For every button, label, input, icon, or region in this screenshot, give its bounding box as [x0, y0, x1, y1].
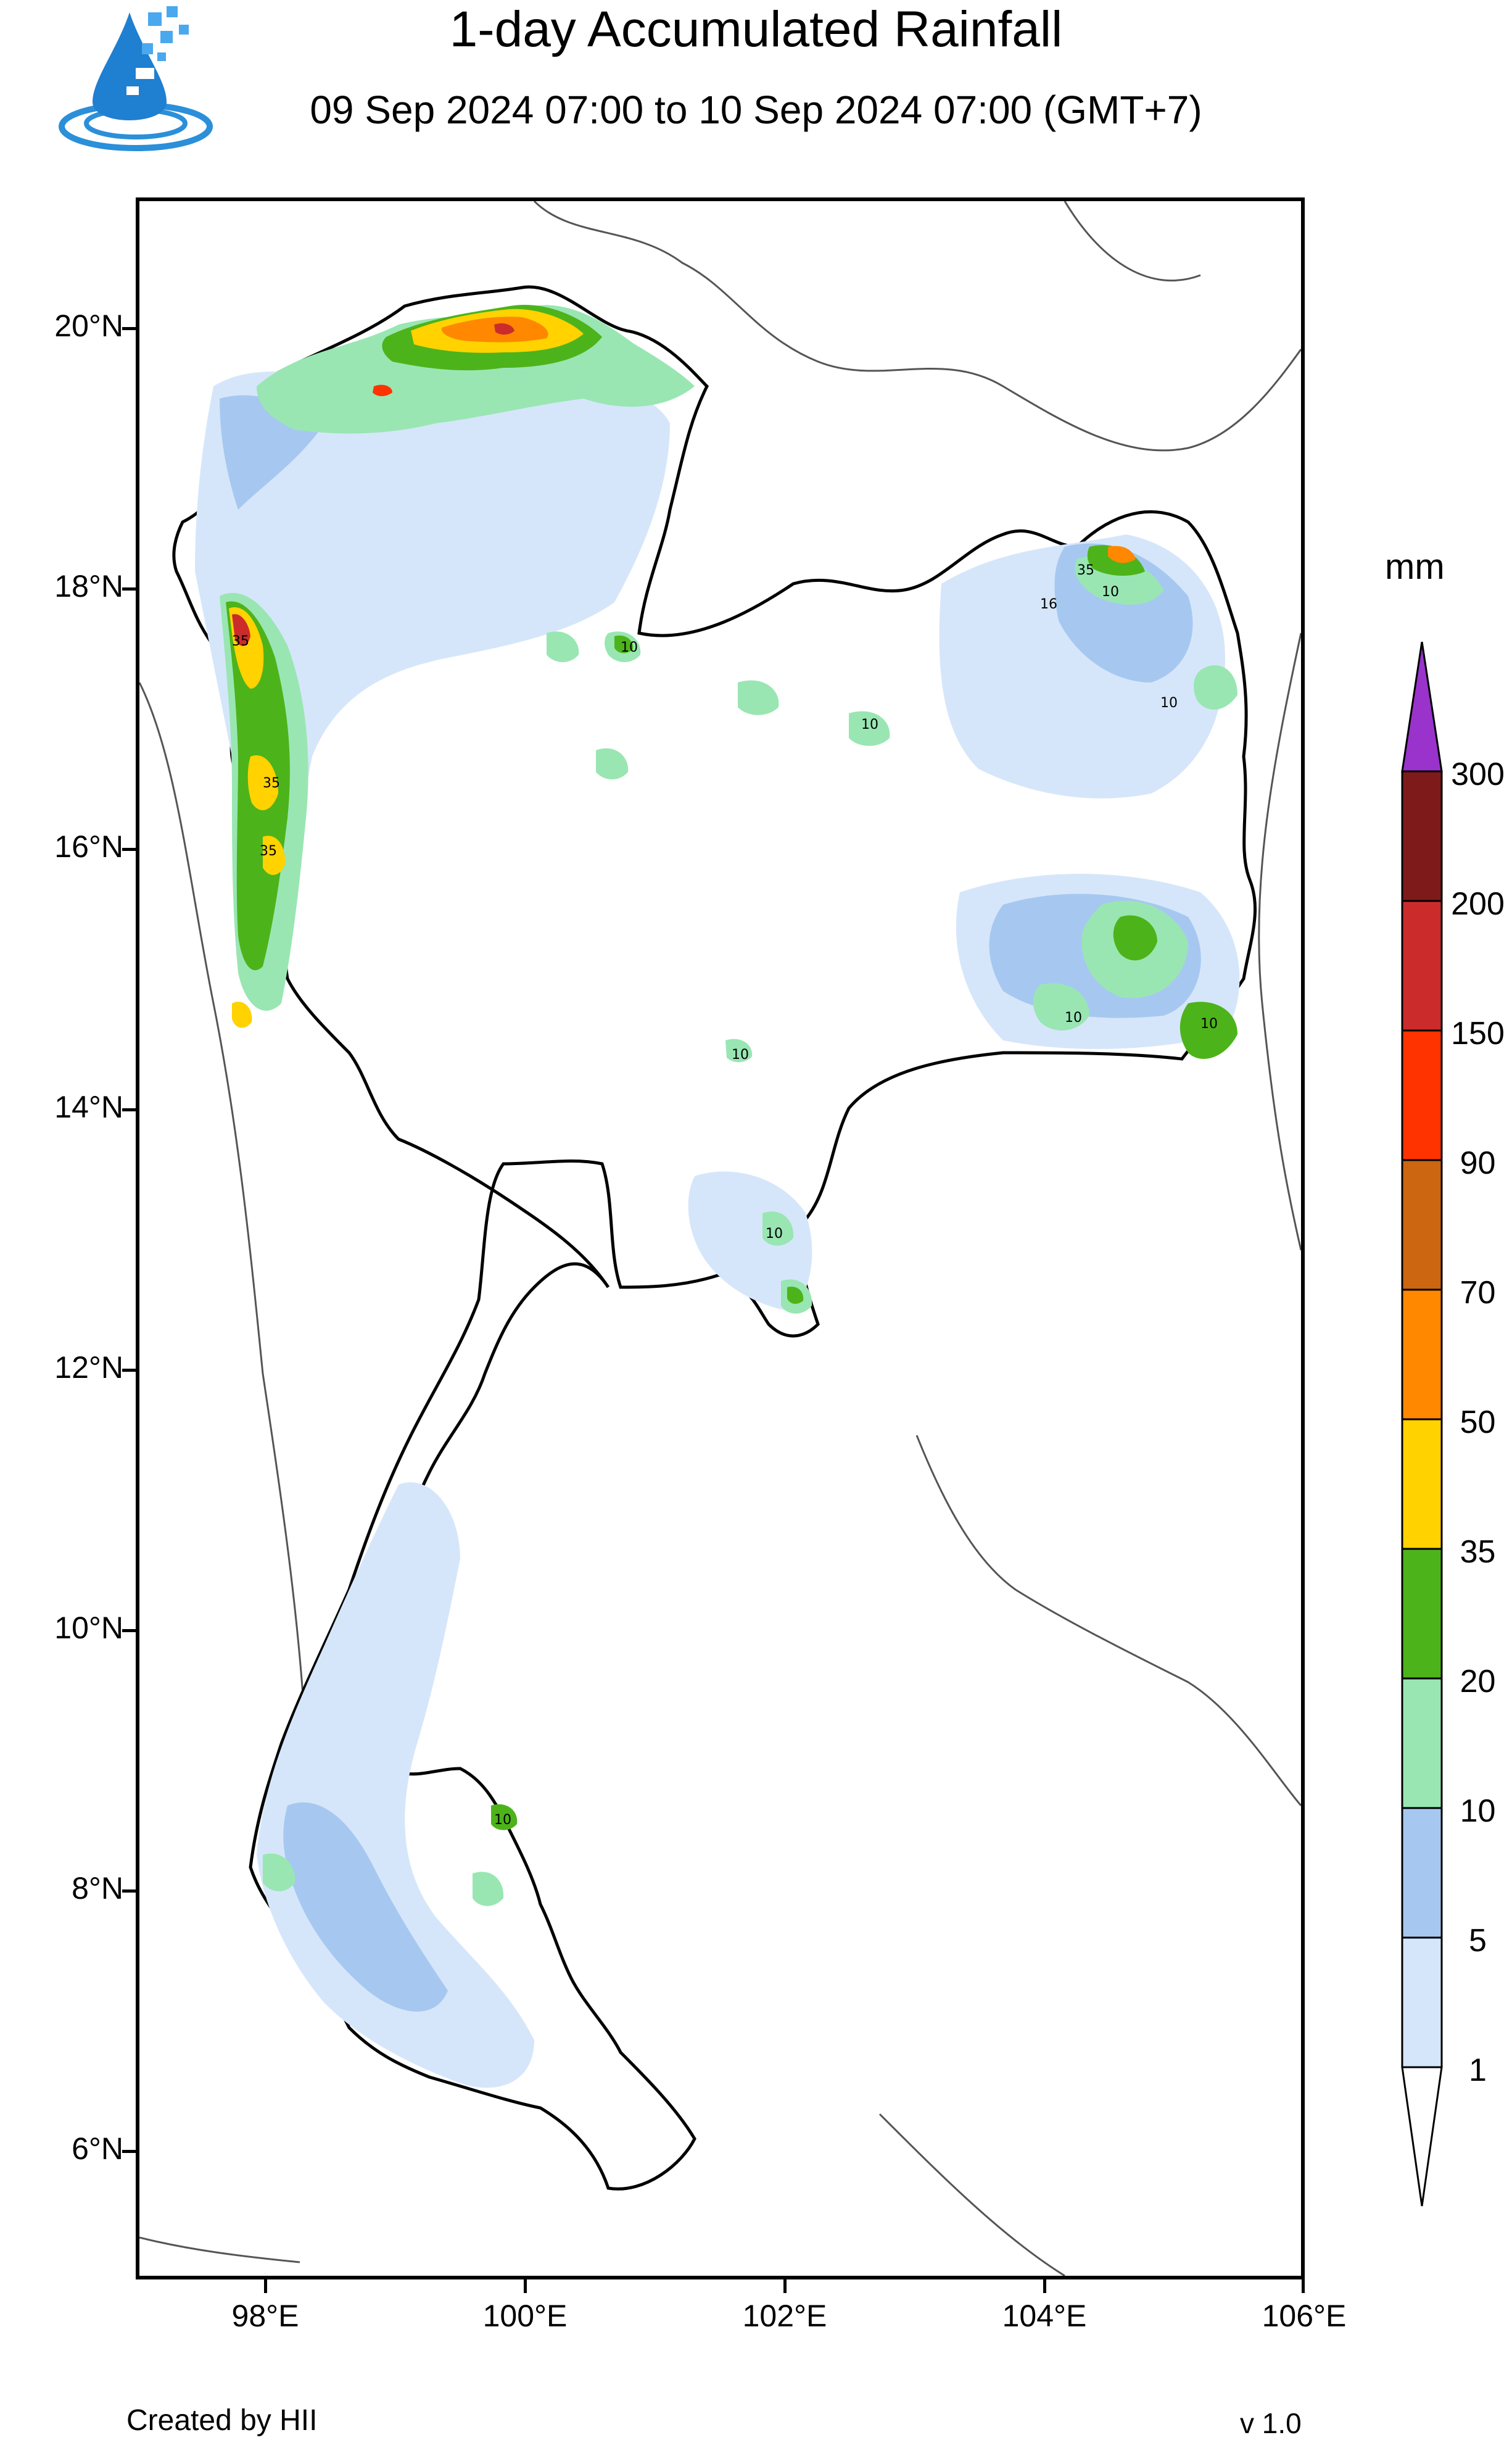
contour-label: 35 — [260, 844, 277, 859]
lat-tick-label: 8°N — [72, 1871, 123, 1906]
lon-tick — [524, 2279, 527, 2293]
lat-tick — [122, 1629, 136, 1632]
lat-tick-label: 16°N — [54, 829, 123, 864]
lon-tick-label: 104°E — [1002, 2299, 1087, 2333]
lat-tick — [122, 848, 136, 851]
legend-unit: mm — [1385, 547, 1445, 587]
legend-level-label: 70 — [1460, 1275, 1496, 1311]
contour-label: 10 — [1065, 1010, 1082, 1026]
map-title: 1-day Accumulated Rainfall — [449, 1, 1063, 57]
lat-tick — [122, 2150, 136, 2153]
lon-tick — [1302, 2279, 1305, 2293]
legend-level-label: 50 — [1460, 1404, 1496, 1440]
legend-level-label: 10 — [1460, 1793, 1496, 1829]
rainfall-map: 35 10 35 35 10 35 16 10 10 10 10 10 10 1… — [136, 197, 1305, 2279]
lat-tick — [122, 1889, 136, 1893]
lat-tick — [122, 1369, 136, 1372]
lat-tick — [122, 327, 136, 330]
lat-tick-label: 20°N — [54, 309, 123, 343]
contour-label: 10 — [1102, 584, 1119, 600]
legend-level-label: 5 — [1469, 1923, 1487, 1959]
lon-tick — [264, 2279, 267, 2293]
legend-swatch — [1401, 1548, 1443, 1680]
contour-label: 10 — [621, 640, 638, 655]
lon-tick-label: 106°E — [1262, 2299, 1347, 2333]
lat-tick-label: 10°N — [54, 1611, 123, 1645]
contour-label: 10 — [1160, 695, 1178, 711]
contour-label: 16 — [1040, 597, 1057, 612]
contour-label: 35 — [263, 776, 280, 791]
legend-swatch — [1401, 1288, 1443, 1421]
legend-level-label: 90 — [1460, 1145, 1496, 1181]
contour-label: 10 — [766, 1226, 783, 1242]
contour-label: 10 — [732, 1047, 749, 1063]
lat-tick-label: 14°N — [54, 1090, 123, 1124]
legend-swatch — [1401, 2066, 1443, 2207]
legend-level-label: 1 — [1469, 2052, 1487, 2088]
rainfall-shading — [195, 305, 1240, 2088]
legend-swatch — [1401, 770, 1443, 902]
lon-tick — [783, 2279, 787, 2293]
legend-swatch — [1401, 1159, 1443, 1291]
map-subtitle: 09 Sep 2024 07:00 to 10 Sep 2024 07:00 (… — [310, 88, 1202, 132]
legend-swatch — [1401, 1029, 1443, 1161]
legend-level-label: 20 — [1460, 1664, 1496, 1699]
legend-level-label: 150 — [1451, 1016, 1505, 1051]
legend-swatch — [1401, 642, 1443, 773]
contour-label: 10 — [1200, 1016, 1218, 1032]
contour-label: 10 — [861, 717, 878, 732]
lon-tick — [1043, 2279, 1046, 2293]
lat-tick — [122, 587, 136, 591]
contour-label-group: 35 10 35 35 10 35 16 10 10 10 10 10 10 1… — [232, 563, 1218, 1828]
lat-tick-label: 12°N — [54, 1350, 123, 1385]
version-text: v 1.0 — [1240, 2407, 1302, 2439]
lon-tick-label: 98°E — [231, 2299, 299, 2333]
credit-text: Created by HII — [126, 2404, 318, 2437]
hii-logo-icon — [43, 0, 228, 167]
lon-tick-label: 102°E — [742, 2299, 827, 2333]
lat-tick-label: 6°N — [72, 2131, 123, 2166]
legend-swatch — [1401, 1418, 1443, 1550]
contour-label: 10 — [494, 1812, 511, 1828]
legend-swatch — [1401, 1677, 1443, 1809]
legend-level-label: 300 — [1451, 757, 1505, 792]
legend-swatch — [1401, 1936, 1443, 2068]
legend-colorbar — [1401, 642, 1443, 2207]
contour-label: 35 — [232, 634, 249, 649]
lon-tick-label: 100°E — [482, 2299, 568, 2333]
legend-swatch — [1401, 1807, 1443, 1939]
legend-swatch — [1401, 900, 1443, 1032]
neighbour-borders — [139, 201, 1301, 2276]
legend-level-label: 35 — [1460, 1534, 1496, 1570]
legend-level-label: 200 — [1451, 886, 1505, 922]
contour-label: 35 — [1077, 563, 1094, 578]
lat-tick-label: 18°N — [54, 569, 123, 603]
rainfall-map-canvas: 35 10 35 35 10 35 16 10 10 10 10 10 10 1… — [139, 201, 1301, 2276]
lat-tick — [122, 1108, 136, 1111]
